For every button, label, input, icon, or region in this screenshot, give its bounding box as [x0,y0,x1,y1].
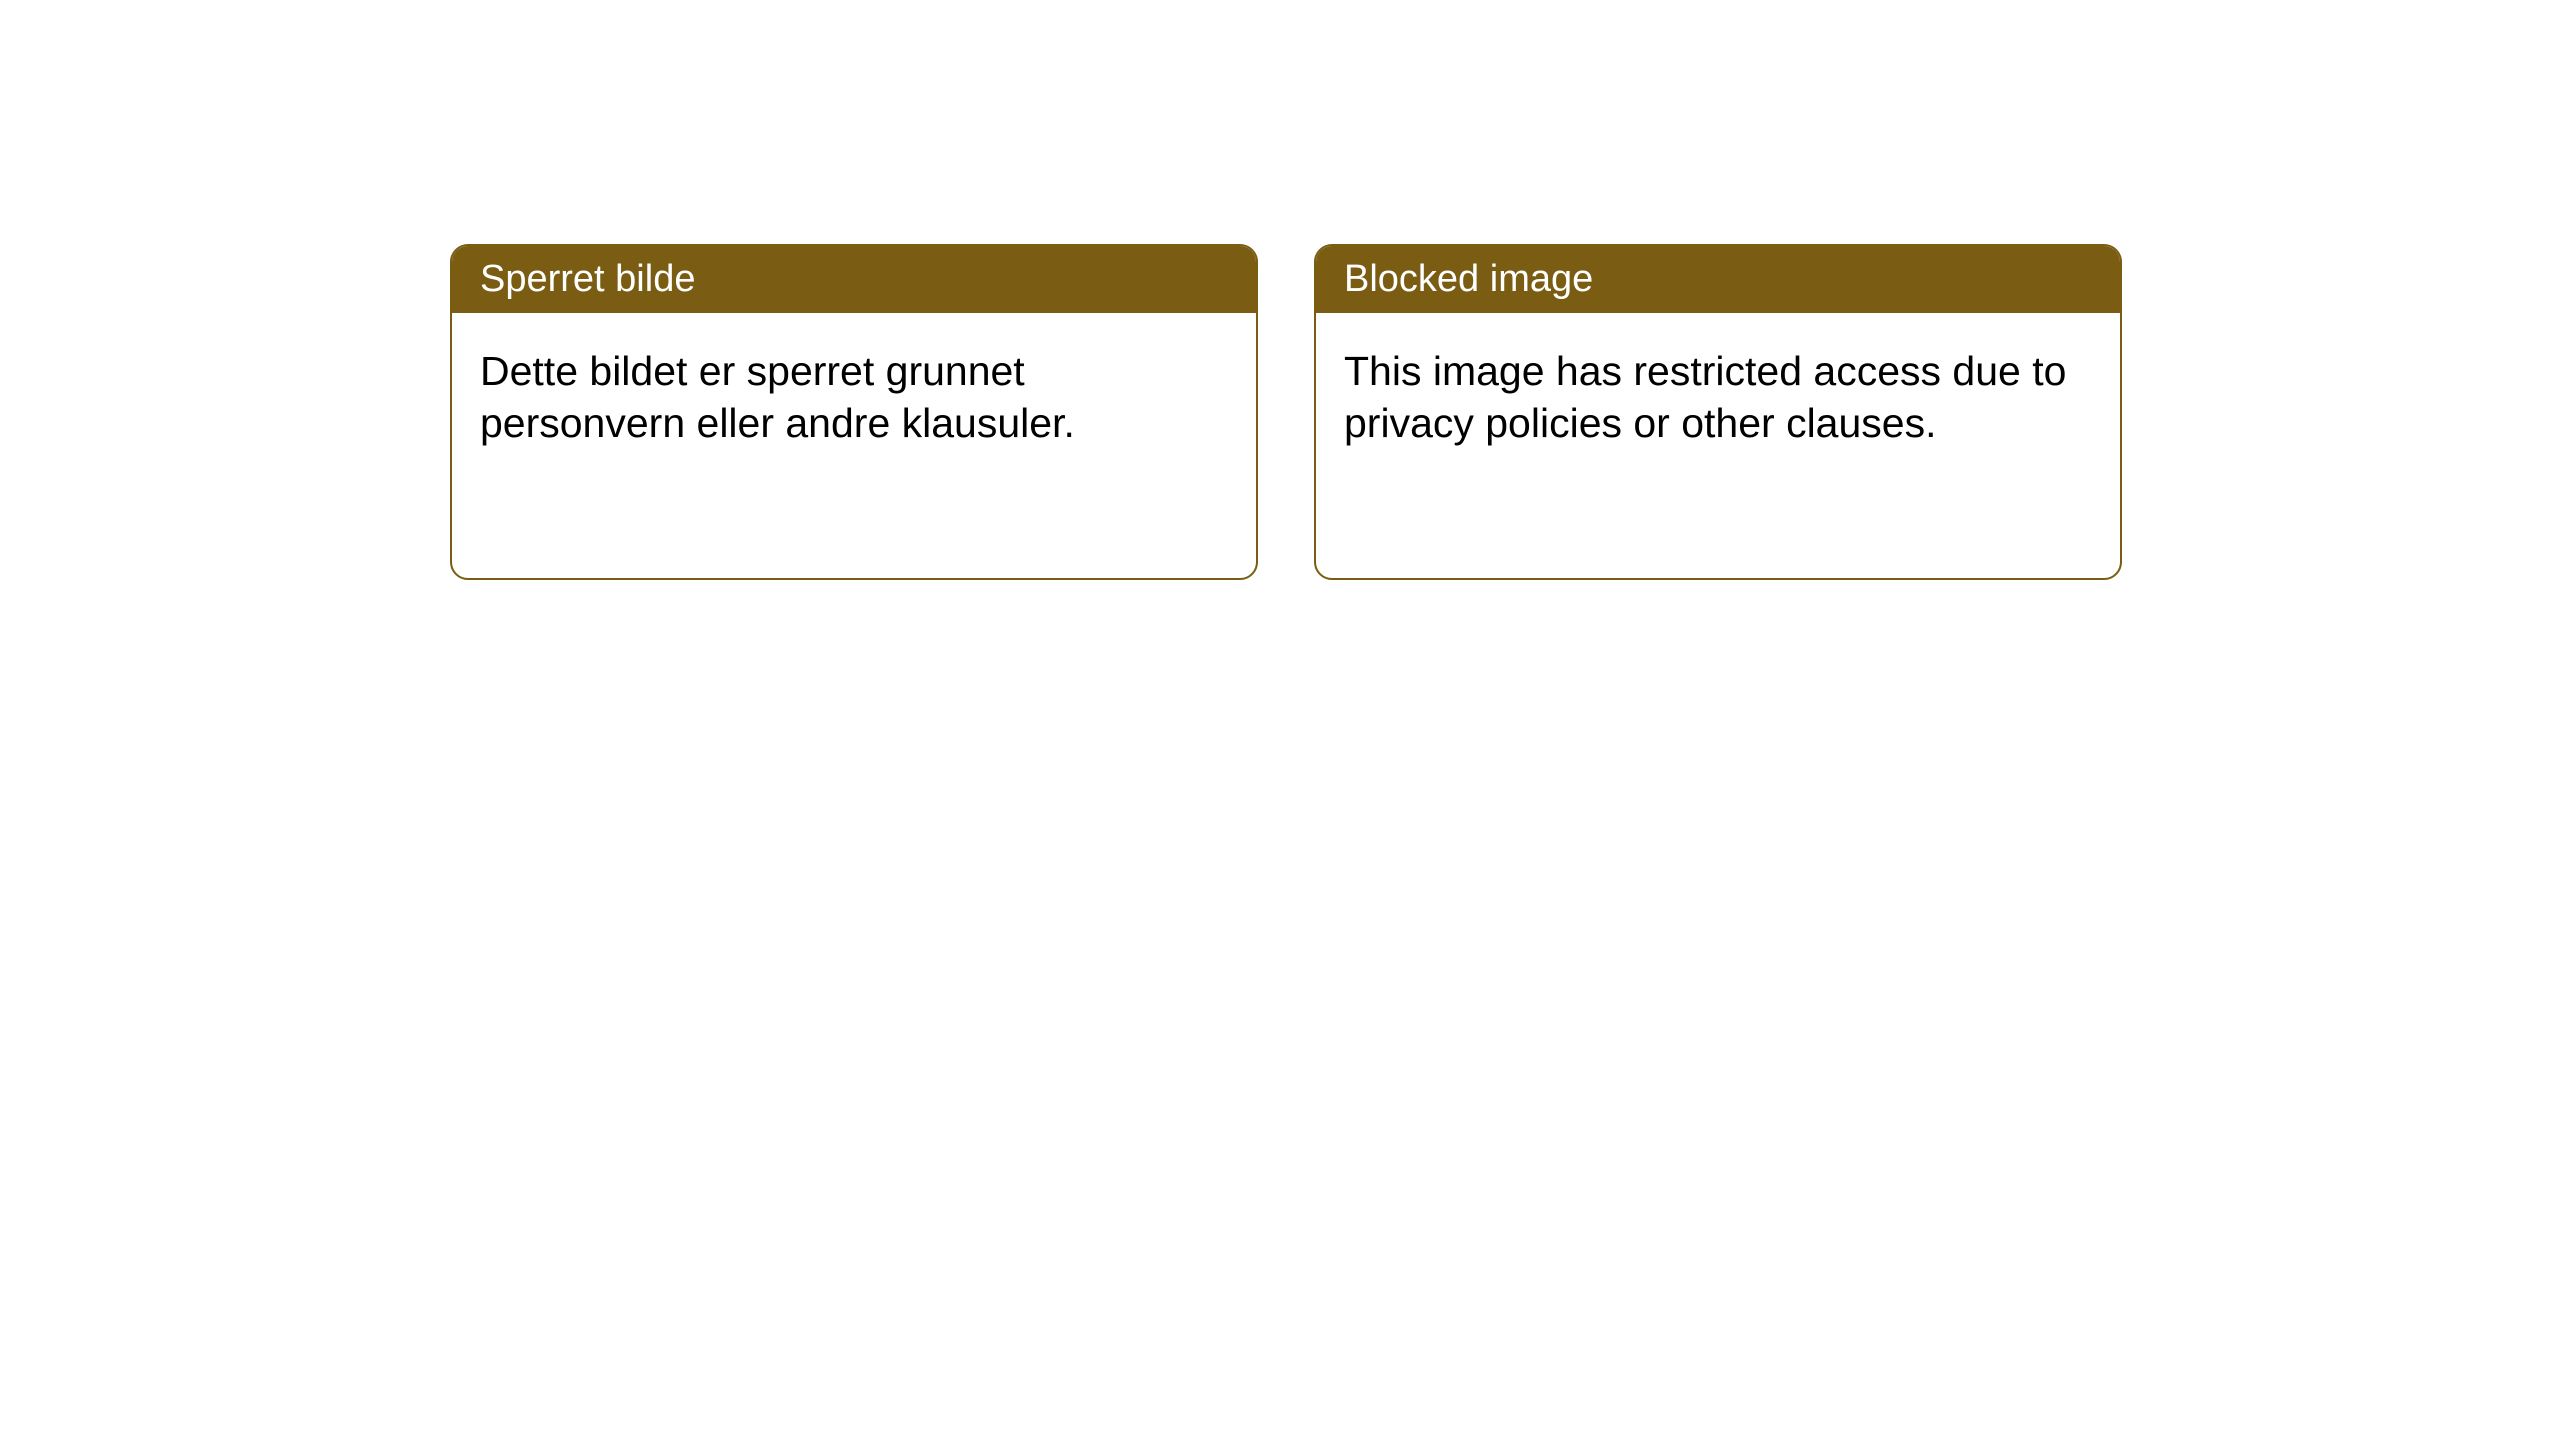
blocked-image-card-english: Blocked image This image has restricted … [1314,244,2122,580]
card-body-text: This image has restricted access due to … [1316,313,2120,482]
card-title: Blocked image [1316,246,2120,313]
notice-cards-container: Sperret bilde Dette bildet er sperret gr… [0,0,2560,580]
card-title: Sperret bilde [452,246,1256,313]
card-body-text: Dette bildet er sperret grunnet personve… [452,313,1256,482]
blocked-image-card-norwegian: Sperret bilde Dette bildet er sperret gr… [450,244,1258,580]
